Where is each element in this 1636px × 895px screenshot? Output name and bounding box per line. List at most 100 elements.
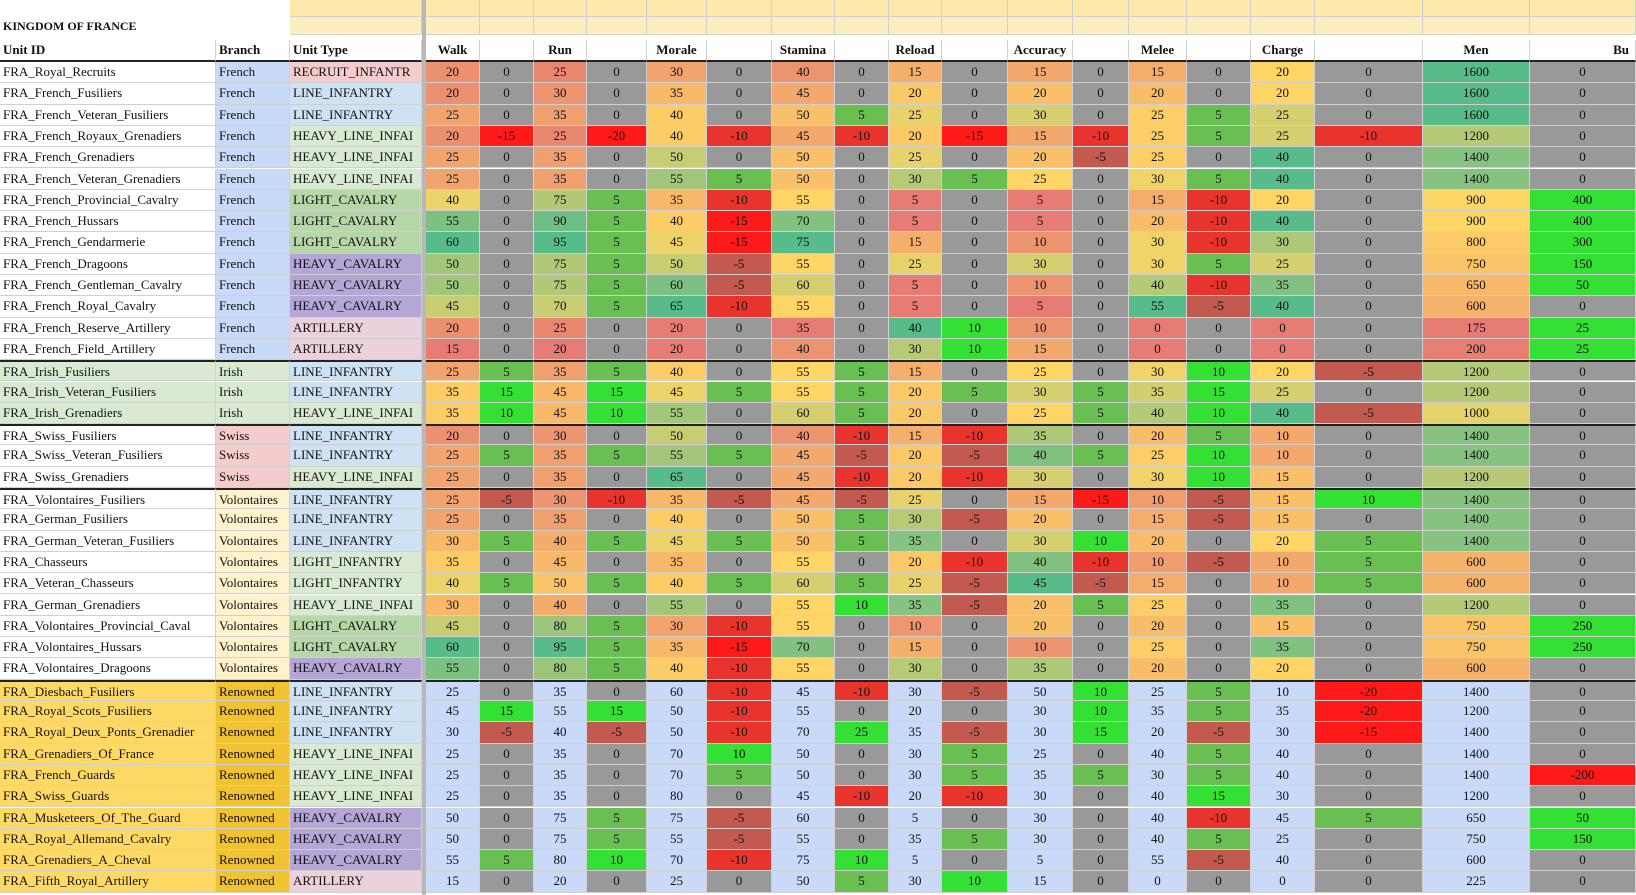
column-header — [1315, 40, 1423, 62]
stat-value: 20 — [647, 338, 707, 361]
stat-modifier: 0 — [1530, 722, 1636, 744]
stat-value: 30 — [1008, 530, 1073, 552]
stat-value: 20 — [426, 317, 480, 339]
stat-modifier: 5 — [1187, 679, 1251, 701]
unit-id: FRA_Grenadiers_A_Cheval — [0, 850, 216, 872]
unit-id: FRA_Veteran_Chasseurs — [0, 573, 216, 595]
stat-modifier: 0 — [1073, 211, 1129, 233]
stat-modifier: 0 — [1530, 360, 1636, 382]
stat-value: 20 — [1008, 83, 1073, 105]
stat-modifier: 0 — [480, 658, 534, 680]
header-strip — [1187, 17, 1251, 35]
stat-modifier: 0 — [835, 338, 889, 361]
stat-value: 75 — [772, 232, 835, 254]
stat-modifier: 5 — [1315, 573, 1423, 595]
stat-value: 30 — [1129, 232, 1187, 254]
stat-modifier: 0 — [480, 147, 534, 169]
unit-type: LINE_INFANTRY — [290, 701, 422, 723]
unit-type: LIGHT_CAVALRY — [290, 232, 422, 254]
unit-type: HEAVY_CAVALRY — [290, 828, 422, 851]
stat-modifier: 0 — [707, 83, 772, 105]
stat-value: 1400 — [1423, 488, 1530, 510]
stat-value: 20 — [889, 83, 942, 105]
stat-modifier: 0 — [480, 296, 534, 318]
stat-modifier: 10 — [1073, 701, 1129, 723]
stat-modifier: 0 — [1073, 871, 1129, 893]
stat-modifier: -10 — [1073, 125, 1129, 148]
stat-modifier: -10 — [707, 125, 772, 148]
branch: Renowned — [216, 764, 290, 787]
unit-id: FRA_Swiss_Grenadiers — [0, 466, 216, 488]
stat-modifier: 0 — [1073, 615, 1129, 638]
stat-value: 15 — [889, 62, 942, 84]
branch: Irish — [216, 360, 290, 382]
stat-value: 25 — [1129, 125, 1187, 148]
stat-value: 1400 — [1423, 147, 1530, 169]
unit-id: FRA_Swiss_Fusiliers — [0, 424, 216, 446]
stat-modifier: 0 — [1187, 338, 1251, 361]
stat-modifier: -5 — [1315, 402, 1423, 425]
stat-modifier: 0 — [707, 317, 772, 339]
header-strip — [772, 0, 835, 17]
stat-modifier: 5 — [480, 850, 534, 872]
stat-value: 1200 — [1423, 594, 1530, 616]
stat-modifier: 5 — [942, 381, 1008, 403]
stat-modifier: 5 — [587, 445, 647, 467]
column-header: Walk — [426, 40, 480, 62]
stat-value: 10 — [1251, 424, 1315, 446]
stat-modifier: 0 — [1073, 83, 1129, 105]
stat-modifier: 0 — [835, 828, 889, 851]
stat-value: 40 — [1251, 743, 1315, 765]
stat-value: 0 — [1129, 871, 1187, 893]
stat-value: 40 — [1129, 786, 1187, 808]
stat-modifier: 0 — [1530, 381, 1636, 403]
stat-value: 20 — [1008, 147, 1073, 169]
stat-value: 20 — [1251, 83, 1315, 105]
stat-modifier: 0 — [942, 615, 1008, 638]
stat-modifier: 0 — [1530, 466, 1636, 488]
unit-type: HEAVY_LINE_INFAI — [290, 125, 422, 148]
stat-modifier: 0 — [1073, 317, 1129, 339]
stat-modifier: 0 — [835, 615, 889, 638]
unit-type: HEAVY_LINE_INFAI — [290, 168, 422, 190]
stat-modifier: -200 — [1530, 764, 1636, 787]
stat-value: 35 — [534, 743, 587, 765]
stat-modifier: 0 — [1315, 104, 1423, 126]
unit-id: FRA_Royal_Scots_Fusiliers — [0, 701, 216, 723]
stat-modifier: 5 — [835, 530, 889, 552]
stat-value: 40 — [1251, 850, 1315, 872]
stat-value: 750 — [1423, 615, 1530, 638]
stat-value: 35 — [889, 594, 942, 616]
stat-value: 30 — [426, 722, 480, 744]
stat-modifier: 0 — [1315, 83, 1423, 105]
stat-modifier: 10 — [942, 317, 1008, 339]
stat-value: 40 — [534, 722, 587, 744]
column-header: Morale — [647, 40, 707, 62]
stat-value: 25 — [426, 360, 480, 382]
stat-value: 40 — [1251, 147, 1315, 169]
stat-modifier: 0 — [707, 594, 772, 616]
stat-modifier: -10 — [707, 658, 772, 680]
stat-value: 5 — [889, 850, 942, 872]
stat-modifier: 0 — [835, 637, 889, 659]
stat-value: 600 — [1423, 551, 1530, 574]
stat-modifier: 0 — [942, 62, 1008, 84]
unit-type: LIGHT_CAVALRY — [290, 211, 422, 233]
stat-value: 55 — [772, 701, 835, 723]
stat-modifier: 0 — [942, 488, 1008, 510]
stat-modifier: -5 — [707, 488, 772, 510]
stat-value: 25 — [426, 168, 480, 190]
header-strip — [942, 17, 1008, 35]
stat-value: 60 — [772, 275, 835, 297]
stat-modifier: 0 — [942, 211, 1008, 233]
stat-modifier: 0 — [1073, 807, 1129, 829]
stat-value: 20 — [1251, 360, 1315, 382]
stat-value: 0 — [1251, 338, 1315, 361]
stat-value: 50 — [772, 764, 835, 787]
branch: Volontaires — [216, 573, 290, 595]
stat-value: 10 — [1251, 445, 1315, 467]
stat-modifier: 5 — [587, 658, 647, 680]
stat-modifier: 10 — [1073, 679, 1129, 701]
column-header: Unit Type — [290, 40, 422, 62]
column-header: Run — [534, 40, 587, 62]
